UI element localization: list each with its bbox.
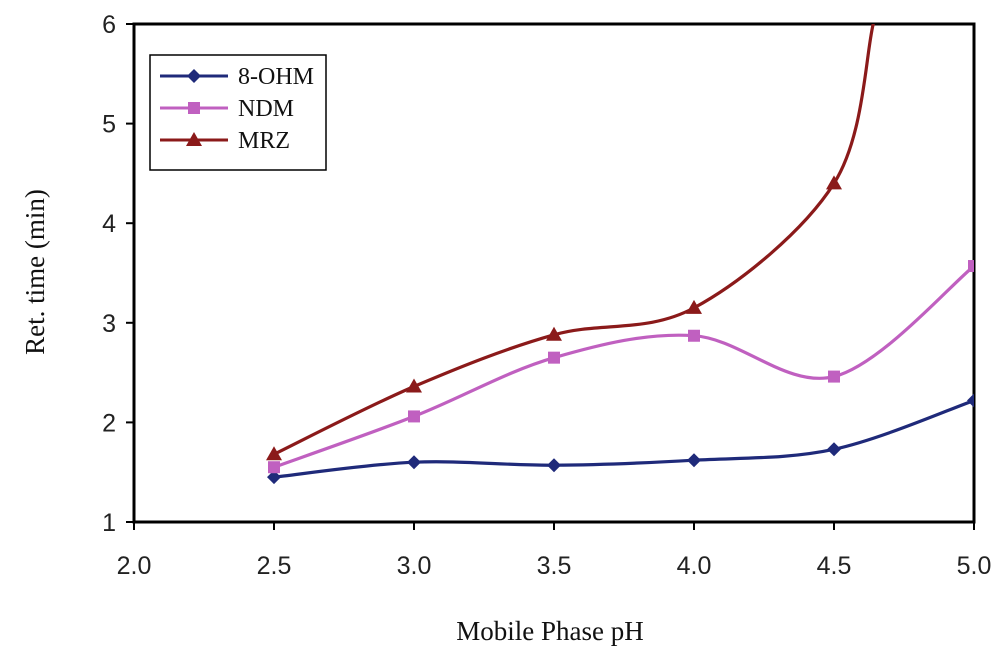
series-line [273, 264, 974, 469]
series-mrz [266, 24, 875, 461]
y-axis-title: Ret. time (min) [20, 189, 50, 355]
legend-label: 8-OHM [238, 64, 314, 90]
data-point [407, 455, 421, 470]
y-tick-label: 6 [102, 11, 116, 39]
series-8-ohm [267, 393, 974, 485]
data-point [268, 461, 280, 474]
x-tick-label: 3.0 [397, 552, 432, 580]
data-point [408, 410, 420, 423]
series-layer [266, 24, 974, 485]
series-ndm [268, 260, 974, 474]
series-line [273, 24, 875, 456]
legend-marker [186, 132, 202, 146]
data-point [406, 378, 422, 393]
x-tick-label: 3.5 [537, 552, 572, 580]
y-tick-label: 3 [102, 310, 116, 338]
x-axis-title: Mobile Phase pH [456, 616, 643, 646]
data-point [826, 175, 842, 190]
x-tick-label: 4.0 [677, 552, 712, 580]
data-point [688, 329, 700, 342]
data-point [266, 446, 282, 461]
data-point [828, 370, 840, 383]
y-axis: 1 2 3 4 5 6 [102, 11, 134, 537]
series-line [273, 398, 974, 479]
data-point [547, 458, 561, 473]
data-point [827, 442, 841, 457]
data-point [548, 351, 560, 364]
x-tick-label: 5.0 [957, 552, 992, 580]
data-point [267, 470, 281, 485]
legend-label: MRZ [238, 128, 290, 154]
data-point [967, 393, 974, 408]
data-point [546, 326, 562, 341]
legend: 8-OHM NDM MRZ [149, 54, 327, 171]
legend-label: NDM [238, 96, 294, 122]
legend-box [149, 54, 327, 171]
y-tick-label: 4 [102, 210, 116, 238]
y-tick-label: 2 [102, 409, 116, 437]
x-tick-label: 4.5 [817, 552, 852, 580]
legend-marker [187, 69, 201, 83]
y-tick-label: 5 [102, 111, 116, 139]
legend-marker [188, 102, 200, 114]
x-tick-label: 2.5 [257, 552, 292, 580]
data-point [686, 299, 702, 314]
y-tick-label: 1 [102, 509, 116, 537]
data-point [687, 453, 701, 468]
x-tick-label: 2.0 [117, 552, 152, 580]
x-axis: 2.0 2.5 3.0 3.5 4.0 4.5 5.0 [117, 522, 992, 580]
data-point [968, 260, 974, 273]
